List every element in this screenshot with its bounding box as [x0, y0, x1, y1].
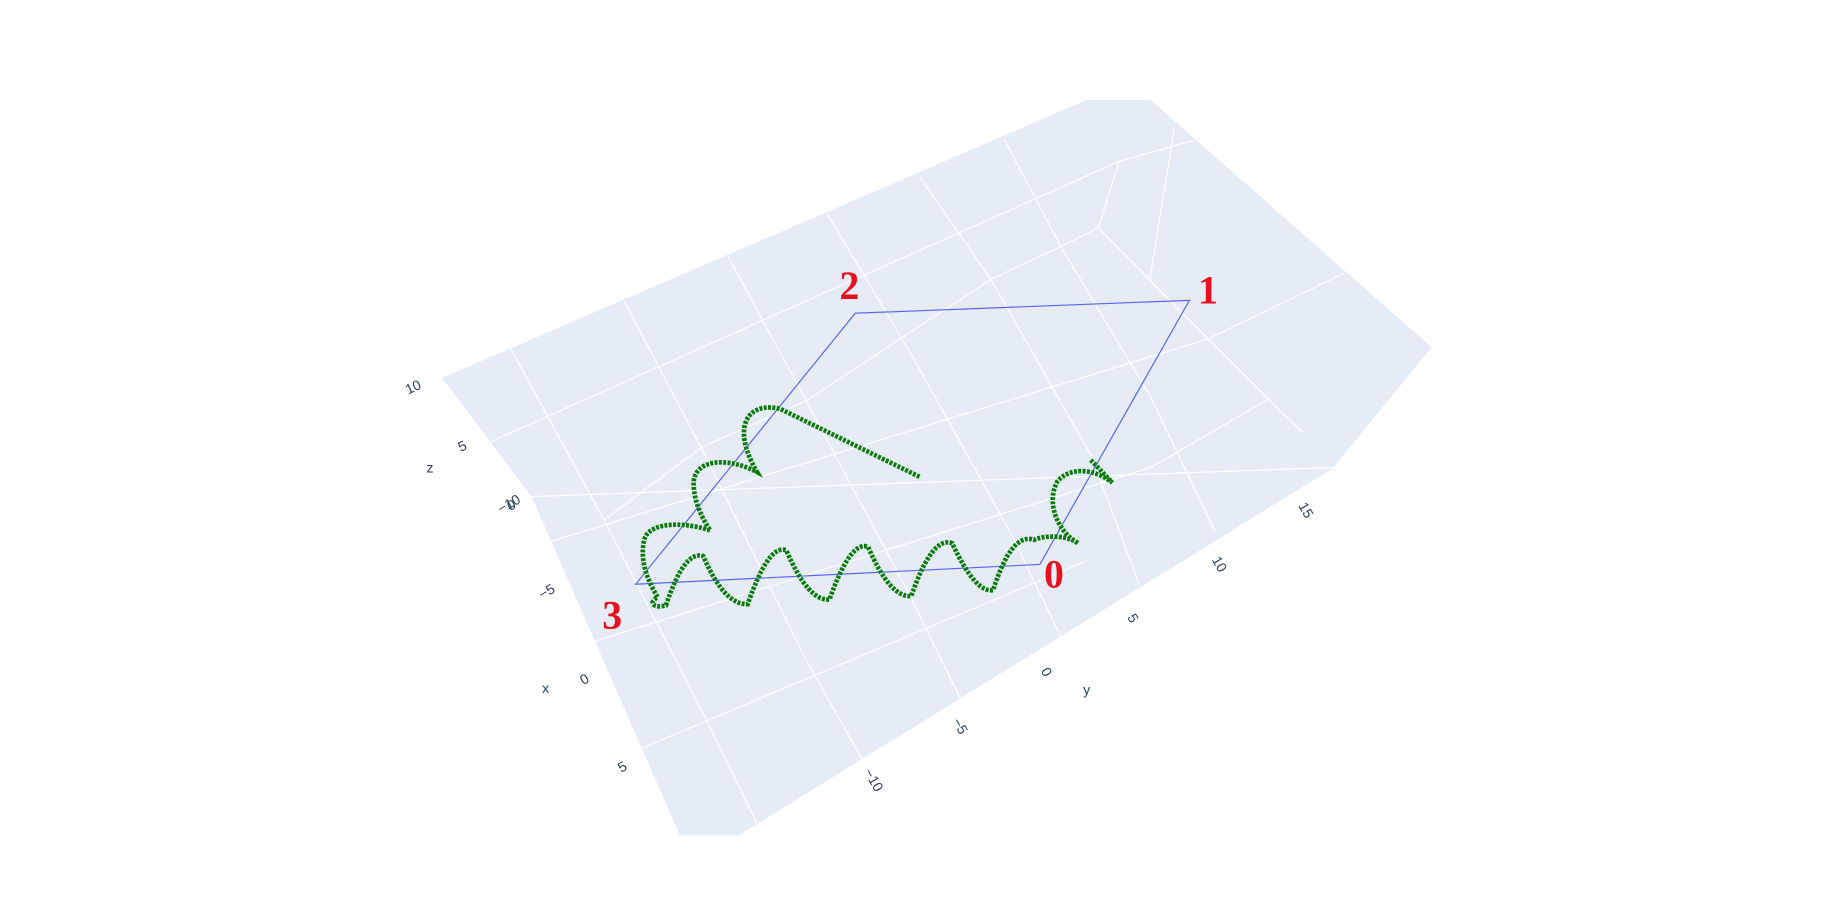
axis-title: z	[426, 459, 433, 475]
tick-label: 5	[455, 437, 469, 455]
tick-label: 0	[1038, 665, 1056, 680]
tick-label: 5	[1124, 611, 1142, 626]
scene-background	[441, 99, 1433, 836]
axis-title: x	[542, 680, 549, 696]
corner-label: 3	[602, 593, 622, 637]
corner-label: 0	[1044, 553, 1064, 597]
axis-title: y	[1083, 681, 1090, 697]
outline-trace	[634, 299, 1191, 585]
tick-label: 15	[1295, 499, 1317, 521]
tick-label: −5	[536, 580, 558, 602]
tick-label: 5	[615, 758, 630, 776]
tick-label: −5	[949, 715, 971, 737]
corner-label: 2	[839, 264, 859, 308]
grid	[441, 98, 1433, 825]
tick-label: 10	[1209, 553, 1231, 575]
tick-label: 10	[403, 376, 424, 397]
tick-label: 0	[577, 670, 592, 688]
tick-label: −10	[861, 766, 887, 795]
corner-label: 1	[1198, 269, 1218, 313]
